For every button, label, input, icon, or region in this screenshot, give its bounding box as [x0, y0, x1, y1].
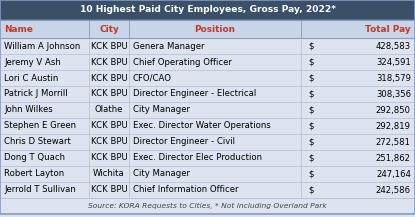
Bar [0, 20, 415, 38]
Text: $: $ [308, 74, 314, 82]
Text: KCK BPU: KCK BPU [90, 122, 127, 130]
Text: Director Engineer - Civil: Director Engineer - Civil [133, 138, 235, 146]
Text: Jeremy V Ash: Jeremy V Ash [4, 58, 61, 66]
Text: Position: Position [194, 25, 235, 33]
Text: 318,579: 318,579 [376, 74, 411, 82]
Text: Wichita: Wichita [93, 169, 125, 179]
Bar [0, 198, 415, 214]
Text: 272,581: 272,581 [376, 138, 411, 146]
Bar [0, 182, 415, 198]
Text: Chief Operating Officer: Chief Operating Officer [133, 58, 232, 66]
Text: $: $ [308, 153, 314, 163]
Text: 251,862: 251,862 [376, 153, 411, 163]
Text: 10 Highest Paid City Employees, Gross Pay, 2022*: 10 Highest Paid City Employees, Gross Pa… [80, 5, 335, 15]
Text: 428,583: 428,583 [376, 41, 411, 51]
Text: John Wilkes: John Wilkes [4, 105, 53, 115]
Text: Lori C Austin: Lori C Austin [4, 74, 59, 82]
Text: KCK BPU: KCK BPU [90, 138, 127, 146]
Text: CFO/CAO: CFO/CAO [133, 74, 172, 82]
Bar [0, 118, 415, 134]
Text: Total Pay: Total Pay [365, 25, 411, 33]
Text: City: City [99, 25, 119, 33]
Bar [0, 38, 415, 54]
Text: $: $ [308, 138, 314, 146]
Text: Olathe: Olathe [95, 105, 123, 115]
Text: Genera Manager: Genera Manager [133, 41, 204, 51]
Text: Source: KORA Requests to Cities, * Not including Overland Park: Source: KORA Requests to Cities, * Not i… [88, 203, 327, 209]
Text: 247,164: 247,164 [376, 169, 411, 179]
Text: Name: Name [4, 25, 33, 33]
Text: KCK BPU: KCK BPU [90, 153, 127, 163]
Text: KCK BPU: KCK BPU [90, 58, 127, 66]
Text: 292,850: 292,850 [376, 105, 411, 115]
Text: $: $ [308, 169, 314, 179]
Bar [0, 86, 415, 102]
Bar [0, 166, 415, 182]
Text: KCK BPU: KCK BPU [90, 41, 127, 51]
Text: $: $ [308, 186, 314, 194]
Bar [0, 134, 415, 150]
Text: $: $ [308, 105, 314, 115]
Text: 324,591: 324,591 [376, 58, 411, 66]
Text: Exec. Director Water Operations: Exec. Director Water Operations [133, 122, 271, 130]
Text: Chris D Stewart: Chris D Stewart [4, 138, 71, 146]
Text: Chief Information Officer: Chief Information Officer [133, 186, 238, 194]
Text: 308,356: 308,356 [376, 89, 411, 99]
Bar [0, 70, 415, 86]
Bar [0, 0, 415, 20]
Text: KCK BPU: KCK BPU [90, 89, 127, 99]
Text: City Manager: City Manager [133, 105, 190, 115]
Text: 292,819: 292,819 [376, 122, 411, 130]
Text: Jerrold T Sullivan: Jerrold T Sullivan [4, 186, 76, 194]
Bar [0, 150, 415, 166]
Text: Exec. Director Elec Production: Exec. Director Elec Production [133, 153, 262, 163]
Text: $: $ [308, 41, 314, 51]
Bar [0, 102, 415, 118]
Text: KCK BPU: KCK BPU [90, 74, 127, 82]
Text: Robert Layton: Robert Layton [4, 169, 64, 179]
Text: $: $ [308, 89, 314, 99]
Text: Dong T Quach: Dong T Quach [4, 153, 65, 163]
Text: City Manager: City Manager [133, 169, 190, 179]
Text: $: $ [308, 58, 314, 66]
Text: KCK BPU: KCK BPU [90, 186, 127, 194]
Text: Director Engineer - Electrical: Director Engineer - Electrical [133, 89, 256, 99]
Text: Patrick J Morrill: Patrick J Morrill [4, 89, 68, 99]
Bar [0, 54, 415, 70]
Text: $: $ [308, 122, 314, 130]
Text: 242,586: 242,586 [376, 186, 411, 194]
Text: Stephen E Green: Stephen E Green [4, 122, 76, 130]
Text: William A Johnson: William A Johnson [4, 41, 81, 51]
